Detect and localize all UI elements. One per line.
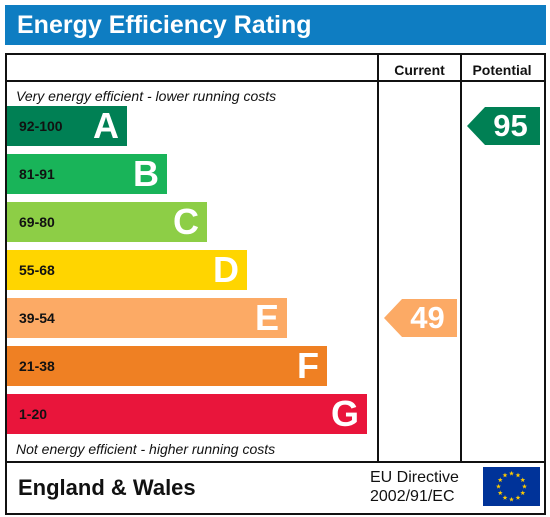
- band-f: 21-38 F: [7, 346, 327, 386]
- eu-flag-star: [522, 483, 527, 489]
- eu-flag-star: [497, 490, 503, 496]
- directive-line-2: 2002/91/EC: [370, 488, 455, 505]
- chart-frame: [5, 53, 546, 515]
- band-range-label: 92-100: [19, 118, 63, 134]
- eu-flag-icon: [483, 467, 540, 506]
- current-rating-arrow-shape: [384, 299, 457, 337]
- band-letter: G: [330, 393, 359, 434]
- current-column-divider: [377, 55, 379, 461]
- band-g: 1-20 G: [7, 394, 367, 434]
- band-letter: E: [254, 297, 279, 338]
- note-bottom: Not energy efficient - higher running co…: [16, 441, 276, 457]
- potential-rating-value: 95: [493, 108, 528, 143]
- region-label: England & Wales: [18, 475, 196, 500]
- band-b: 81-91 B: [7, 154, 167, 194]
- eu-flag-star: [509, 496, 514, 502]
- band-a: 92-100 A: [7, 106, 127, 146]
- eu-flag-star: [520, 477, 526, 483]
- band-e: 39-54 E: [7, 298, 287, 338]
- chart-title: Energy Efficiency Rating: [17, 11, 312, 39]
- band-letter: D: [213, 249, 239, 290]
- band-range-label: 21-38: [19, 358, 55, 374]
- band-range-label: 69-80: [19, 214, 55, 230]
- band-range-label: 81-91: [19, 166, 55, 182]
- eu-flag-star: [496, 483, 501, 489]
- current-column-header: Current: [394, 62, 445, 78]
- eu-flag-star: [502, 472, 508, 478]
- potential-rating-arrow-shape: [467, 107, 540, 145]
- potential-column-header: Potential: [472, 62, 532, 78]
- eu-flag-star: [509, 470, 514, 476]
- eu-flag-star: [502, 495, 508, 500]
- eu-flag-star: [520, 490, 526, 496]
- band-range-label: 55-68: [19, 262, 55, 278]
- title-bar: Energy Efficiency Rating: [5, 5, 546, 45]
- potential-column-divider: [460, 55, 462, 461]
- current-rating-arrow: 49: [384, 299, 457, 337]
- eu-flag-star: [515, 495, 521, 500]
- band-letter: C: [173, 201, 199, 242]
- band-letter: B: [133, 153, 159, 194]
- note-top: Very energy efficient - lower running co…: [16, 88, 277, 104]
- band-c: 69-80 C: [7, 202, 207, 242]
- band-range-label: 39-54: [19, 310, 55, 326]
- band-range-label: 1-20: [19, 406, 48, 422]
- eu-flag-star: [515, 472, 521, 478]
- directive-line-1: EU Directive: [370, 469, 459, 486]
- band-letter: A: [93, 105, 119, 146]
- current-rating-value: 49: [410, 300, 445, 335]
- band-letter: F: [297, 345, 319, 386]
- band-d: 55-68 D: [7, 250, 247, 290]
- footer-divider: [7, 461, 544, 463]
- eu-flag-star: [497, 477, 503, 483]
- potential-rating-arrow: 95: [467, 107, 540, 145]
- header-divider: [7, 80, 544, 82]
